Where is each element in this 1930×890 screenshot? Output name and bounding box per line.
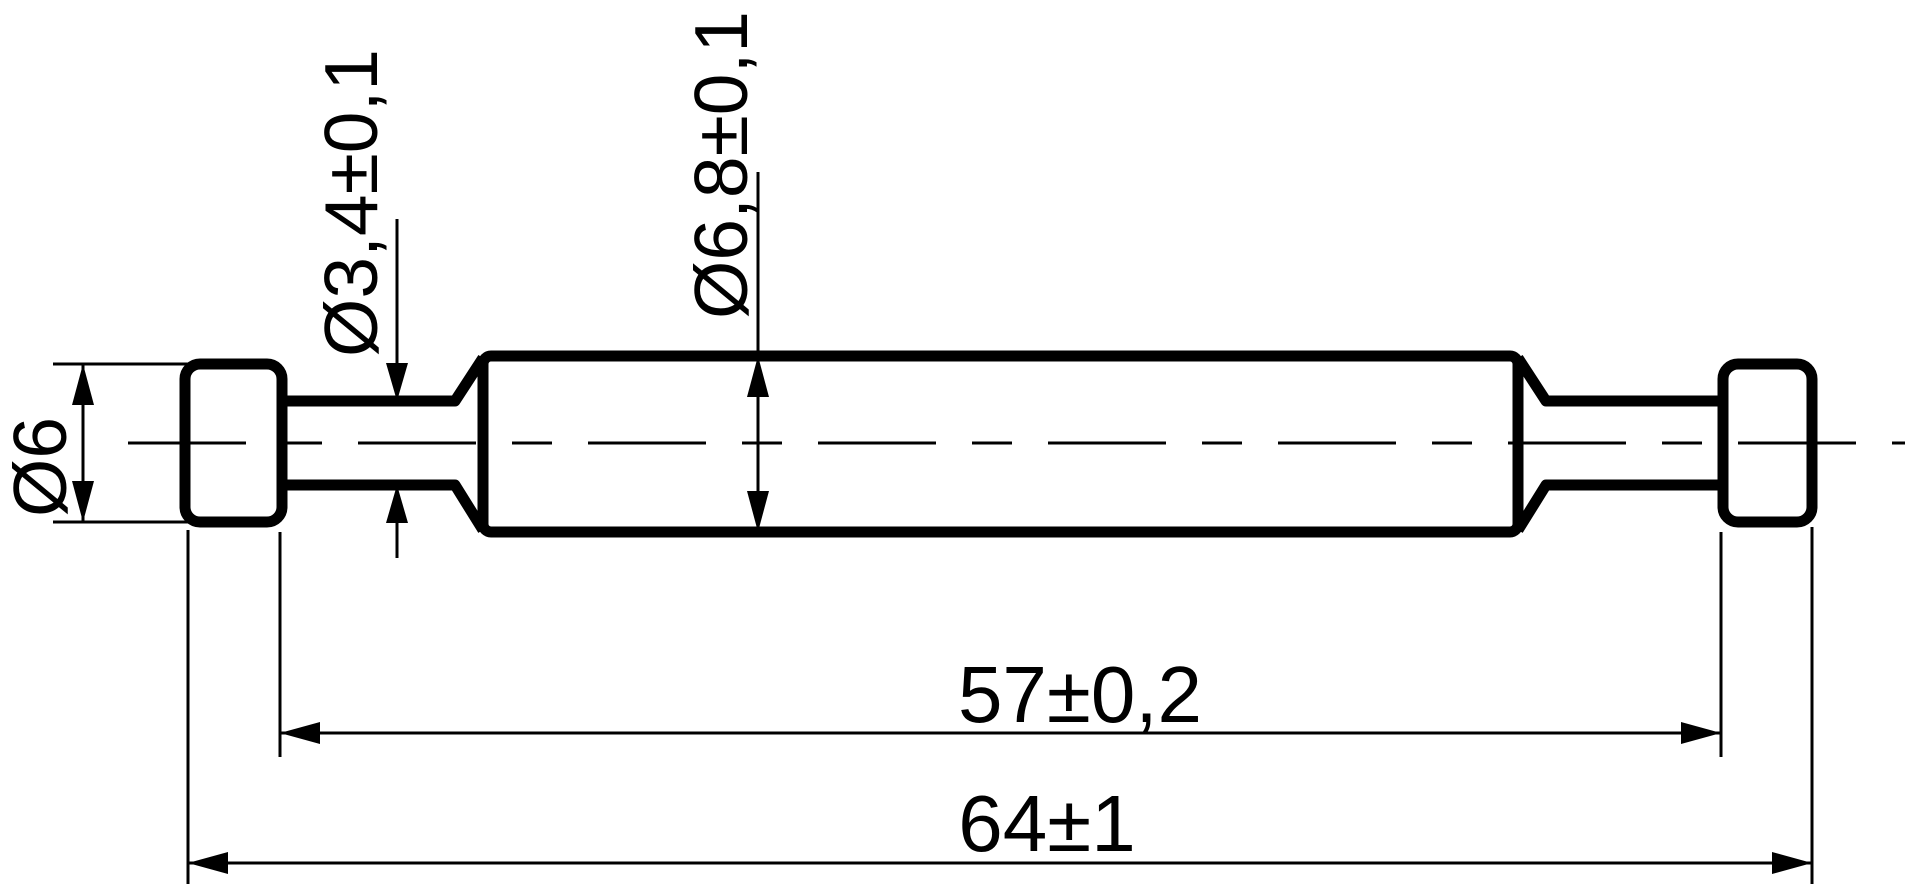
left-neck-bottom-edge — [282, 479, 488, 533]
left-neck-top-edge — [282, 354, 488, 407]
right-end-cap — [1717, 358, 1818, 528]
part-outline — [179, 350, 1818, 538]
arrowhead-left-icon — [188, 852, 228, 874]
dim-label-neck-diameter: Ø3,4±0,1 — [309, 49, 393, 357]
dimension-cap-diameter: Ø6 — [0, 362, 190, 524]
arrowhead-left-icon — [280, 722, 320, 744]
left-end-cap — [179, 358, 288, 528]
dim-label-overall-length: 64±1 — [958, 779, 1135, 868]
dim-label-cap-diameter: Ø6 — [0, 417, 82, 517]
arrowhead-up-icon — [747, 356, 769, 397]
arrowhead-down-icon — [747, 491, 769, 532]
arrowhead-down-icon — [386, 363, 408, 401]
dim-label-inner-length: 57±0,2 — [958, 650, 1202, 739]
dimension-overall-length: 64±1 — [186, 527, 1814, 884]
dimension-body-diameter: Ø6,8±0,1 — [679, 11, 769, 532]
arrowhead-right-icon — [1681, 722, 1721, 744]
arrowhead-up-icon — [72, 364, 94, 405]
central-body — [477, 350, 1524, 538]
dim-label-body-diameter: Ø6,8±0,1 — [679, 11, 763, 319]
dimension-neck-diameter: Ø3,4±0,1 — [309, 49, 408, 558]
arrowhead-down-icon — [72, 481, 94, 522]
dimension-inner-length: 57±0,2 — [278, 532, 1723, 757]
arrowhead-up-icon — [386, 485, 408, 523]
arrowhead-right-icon — [1772, 852, 1812, 874]
right-neck-bottom-edge — [1513, 479, 1723, 533]
right-neck-top-edge — [1513, 354, 1723, 407]
